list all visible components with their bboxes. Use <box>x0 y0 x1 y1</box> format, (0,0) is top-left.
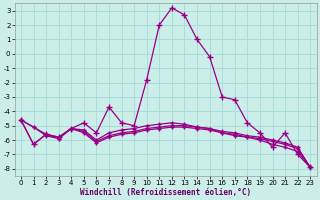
X-axis label: Windchill (Refroidissement éolien,°C): Windchill (Refroidissement éolien,°C) <box>80 188 251 197</box>
